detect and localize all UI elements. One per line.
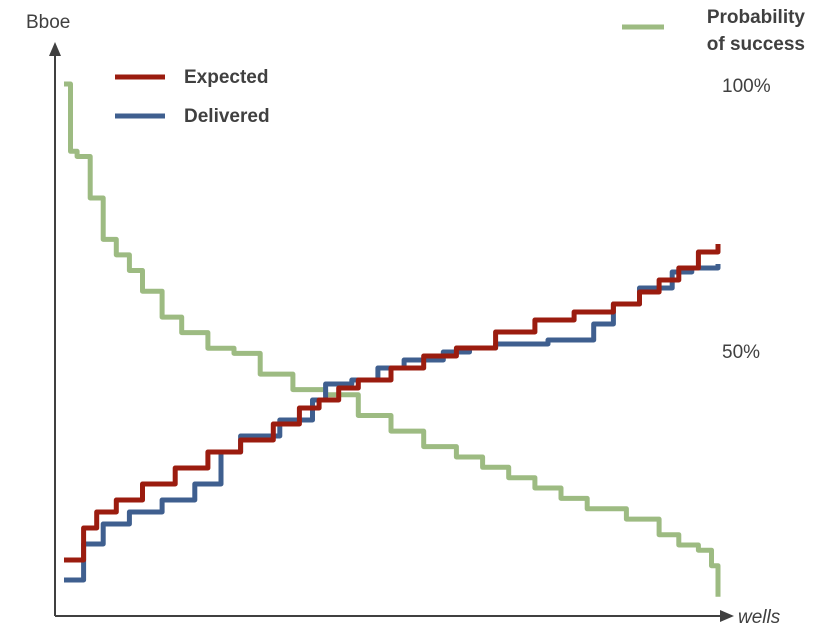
- legend-label-delivered: Delivered: [184, 106, 270, 127]
- legend: Expected Delivered: [115, 67, 270, 127]
- x-axis-arrow: [720, 610, 734, 622]
- legend-label-expected: Expected: [184, 67, 268, 88]
- secondary-axis-title-line-1: Probability: [707, 7, 806, 28]
- secondary-tick-label-100: 100%: [722, 76, 771, 97]
- y-axis-label: Bboe: [26, 12, 70, 33]
- y-axis-arrow: [49, 42, 61, 56]
- series-layer: [64, 81, 721, 597]
- series-line-probability-of-success: [64, 81, 721, 597]
- series-line-expected: [64, 244, 721, 563]
- secondary-tick-label-50: 50%: [722, 342, 760, 363]
- x-axis-label: wells: [738, 607, 781, 627]
- axes: [49, 42, 734, 622]
- secondary-axis-title-line-2: of success: [707, 34, 805, 55]
